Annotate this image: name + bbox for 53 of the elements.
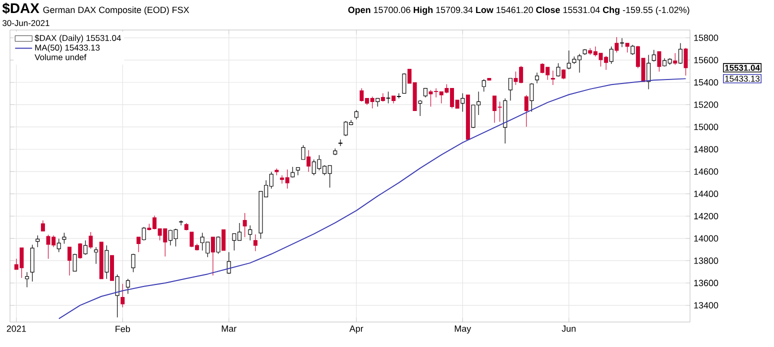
y-tick-label: 15800 [694, 34, 718, 41]
candlestick [99, 242, 104, 280]
candlestick [68, 246, 72, 276]
candlestick [25, 272, 29, 288]
text: 30-Jun-2021 [2, 20, 50, 26]
x-tick-label: Jun [562, 326, 576, 332]
candlestick [296, 167, 300, 176]
y-tick-label: 14600 [694, 168, 718, 175]
candlestick [136, 236, 141, 252]
x-tick-label: 2021 [6, 326, 26, 332]
y-tick-label: 15600 [694, 56, 718, 64]
legend-label: MA(50) 15433.13 [35, 44, 100, 52]
candlestick [562, 70, 566, 80]
candlestick [423, 88, 428, 98]
candlestick [508, 78, 512, 101]
chart-subtitle: German DAX Composite (EOD) FSX [43, 6, 190, 15]
candlestick [222, 229, 226, 251]
candlestick [535, 72, 540, 84]
y-tick-label: 14400 [694, 190, 718, 198]
y-tick-label: 13600 [694, 280, 718, 286]
text: Open 15700.06 High 15709.34 Low 15461.20 Close 15531.04 Chg -159.55 (-1.02%) [348, 6, 690, 15]
y-tick-label: 15000 [694, 124, 718, 130]
candlestick [110, 255, 114, 281]
text: 15433.13 [725, 76, 760, 82]
candlestick [678, 42, 682, 64]
chart-title: $DAX [2, 2, 40, 14]
candlestick [40, 220, 45, 232]
candlestick [83, 240, 88, 256]
candlestick [550, 70, 555, 86]
y-tick-label: 14800 [694, 146, 718, 152]
y-tick-label: 15400 [694, 79, 718, 86]
x-tick-label: Mar [222, 326, 236, 332]
x-tick-label: Apr [349, 326, 364, 334]
x-tick-label: Feb [116, 326, 130, 332]
candlestick [210, 236, 215, 276]
candlestick [466, 94, 470, 140]
y-tick-label: 13400 [694, 302, 718, 308]
candlestick [94, 246, 98, 264]
candlestick [392, 96, 396, 104]
candlestick [646, 54, 651, 90]
annotation: Volume undef [34, 54, 86, 60]
candlestick [380, 93, 385, 102]
candlestick [338, 139, 342, 146]
y-tick-label: 14000 [694, 235, 718, 242]
x-tick-label: May [454, 326, 472, 334]
y-tick-label: 15200 [694, 101, 718, 108]
candlestick [306, 150, 311, 172]
candlestick [126, 278, 130, 294]
text: 15531.04 [725, 64, 760, 71]
legend-label: $DAX (Daily) 15531.04 [34, 34, 121, 43]
candlestick [253, 234, 258, 252]
y-tick-label: 13800 [694, 258, 718, 264]
y-tick-label: 14200 [694, 212, 718, 220]
